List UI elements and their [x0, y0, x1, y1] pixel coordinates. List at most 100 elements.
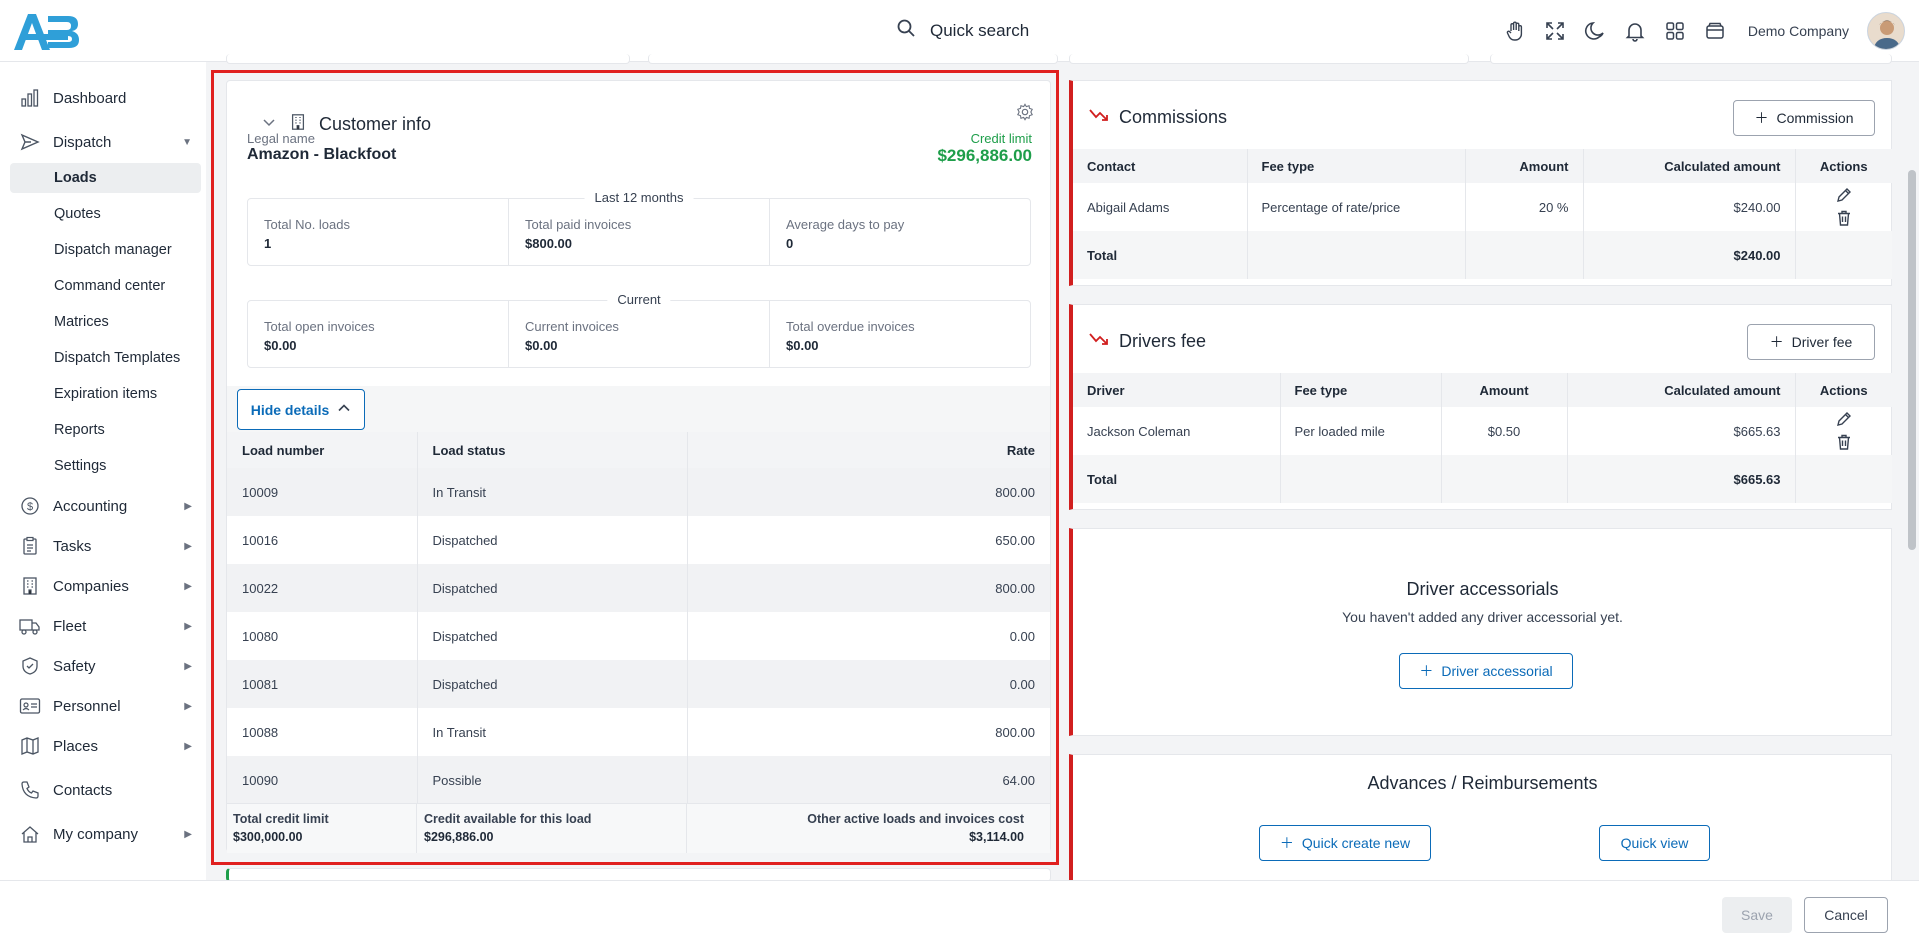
customer-info-title: Customer info [319, 114, 432, 134]
sidebar-item-my-company[interactable]: My company ▶ [10, 819, 202, 849]
cell-load-number[interactable]: 10080 [227, 612, 418, 660]
caret-right-icon: ▶ [184, 660, 192, 672]
wallet-icon[interactable] [1704, 20, 1726, 42]
sidebar-subitem-command-center[interactable]: Command center [54, 278, 166, 294]
sidebar-item-accounting[interactable]: $ Accounting ▶ [10, 491, 202, 521]
cell-load-status: In Transit [417, 468, 688, 516]
total-value: $240.00 [1583, 231, 1796, 279]
pencil-icon[interactable] [1833, 184, 1855, 206]
footer-label: Credit available for this load [424, 812, 592, 826]
sidebar-item-companies[interactable]: Companies ▶ [10, 571, 202, 601]
trash-icon[interactable] [1833, 431, 1855, 453]
cell-load-number[interactable]: 10016 [227, 516, 418, 564]
last-12-months-legend: Last 12 months [584, 190, 694, 205]
col-rate[interactable]: Rate [687, 432, 1050, 468]
total-value: $665.63 [1567, 455, 1796, 503]
stat-label: Total open invoices [264, 319, 375, 334]
table-row[interactable]: 10009 In Transit 800.00 [227, 468, 1050, 516]
table-row[interactable]: 10081 Dispatched 0.00 [227, 660, 1050, 708]
sidebar-item-tasks[interactable]: Tasks ▶ [10, 531, 202, 561]
stat-label: Total paid invoices [525, 217, 632, 232]
sidebar-item-dispatch[interactable]: Dispatch ▼ [10, 127, 202, 157]
stat-value: 1 [264, 236, 272, 251]
sidebar-item-label: Fleet [53, 617, 87, 635]
fullscreen-icon[interactable] [1544, 20, 1566, 42]
hand-icon[interactable] [1504, 20, 1526, 42]
company-name[interactable]: Demo Company [1747, 23, 1849, 39]
sidebar-item-label: Accounting [53, 497, 128, 515]
col-load-status[interactable]: Load status [417, 432, 688, 468]
divider [686, 803, 687, 853]
quick-view-button[interactable]: Quick view [1599, 825, 1710, 861]
table-row: Abigail Adams Percentage of rate/price 2… [1073, 183, 1892, 231]
table-row[interactable]: 10090 Possible 64.00 [227, 756, 1050, 804]
scrollbar[interactable] [1908, 170, 1916, 550]
cell-load-number[interactable]: 10022 [227, 564, 418, 612]
table-row[interactable]: 10022 Dispatched 800.00 [227, 564, 1050, 612]
card-edge [648, 54, 1058, 64]
bar-chart-icon [19, 87, 41, 109]
sidebar-item-label: Dashboard [53, 89, 127, 107]
add-commission-button[interactable]: ＋ Commission [1733, 100, 1875, 136]
add-driver-fee-button[interactable]: ＋ Driver fee [1747, 324, 1875, 360]
save-button[interactable]: Save [1722, 897, 1792, 933]
shield-icon [19, 655, 41, 677]
trash-icon[interactable] [1833, 207, 1855, 229]
cancel-button[interactable]: Cancel [1804, 897, 1888, 933]
sidebar-subitem-reports[interactable]: Reports [54, 422, 105, 438]
cell-calculated-amount: $240.00 [1583, 183, 1796, 231]
caret-right-icon: ▶ [184, 700, 192, 712]
table-row[interactable]: 10016 Dispatched 650.00 [227, 516, 1050, 564]
hide-details-label: Hide details [250, 401, 330, 418]
clipboard-icon [19, 535, 41, 557]
sidebar-item-safety[interactable]: Safety ▶ [10, 651, 202, 681]
other-active-loads-cost: Other active loads and invoices cost $3,… [807, 812, 1024, 844]
chevron-down-icon[interactable] [261, 114, 277, 135]
sidebar-subitem-matrices[interactable]: Matrices [54, 314, 109, 330]
sidebar-item-personnel[interactable]: Personnel ▶ [10, 691, 202, 721]
cell-load-status: In Transit [417, 708, 688, 756]
sidebar-subitem-expiration-items[interactable]: Expiration items [54, 386, 158, 402]
sidebar-subitem-dispatch-manager[interactable]: Dispatch manager [54, 242, 172, 258]
cell-load-number[interactable]: 10088 [227, 708, 418, 756]
apps-grid-icon[interactable] [1664, 20, 1686, 42]
sidebar-item-dashboard[interactable]: Dashboard [10, 83, 202, 113]
hide-details-button[interactable]: Hide details [237, 389, 365, 430]
plus-icon: ＋ [1279, 835, 1294, 851]
sidebar-subitem-dispatch-templates[interactable]: Dispatch Templates [54, 350, 181, 366]
sidebar-subitem-quotes[interactable]: Quotes [54, 206, 101, 222]
moon-icon[interactable] [1584, 20, 1606, 42]
table-row[interactable]: 10080 Dispatched 0.00 [227, 612, 1050, 660]
sidebar-subitem-settings[interactable]: Settings [54, 458, 107, 474]
commissions-panel: Commissions ＋ Commission Contact Fee typ… [1069, 80, 1892, 286]
quick-create-new-button[interactable]: ＋ Quick create new [1259, 825, 1431, 861]
table-row[interactable]: 10088 In Transit 800.00 [227, 708, 1050, 756]
stat-total-overdue-invoices: Total overdue invoices $0.00 [770, 301, 1031, 367]
cell-load-number[interactable]: 10009 [227, 468, 418, 516]
quick-search[interactable]: Quick search [896, 18, 1029, 43]
app-logo[interactable] [12, 10, 80, 52]
plus-icon: ＋ [1769, 334, 1784, 350]
col-actions: Actions [1795, 373, 1892, 407]
sidebar-item-places[interactable]: Places ▶ [10, 731, 202, 761]
sidebar-item-label: Places [53, 737, 99, 755]
cell-rate: 0.00 [1009, 628, 1035, 644]
bell-icon[interactable] [1624, 20, 1646, 42]
cell-fee-type: Percentage of rate/price [1247, 183, 1466, 231]
current-legend: Current [607, 292, 671, 307]
cell-load-number[interactable]: 10090 [227, 756, 418, 804]
sidebar-item-contacts[interactable]: Contacts [10, 775, 202, 805]
col-load-number[interactable]: Load number [227, 432, 418, 468]
total-credit-limit: Total credit limit $300,000.00 [233, 812, 329, 844]
stat-label: Total No. loads [264, 217, 350, 232]
card-edge [1069, 54, 1469, 64]
cell-load-number[interactable]: 10081 [227, 660, 418, 708]
gear-icon[interactable] [1016, 103, 1034, 126]
add-driver-accessorial-button[interactable]: ＋ Driver accessorial [1399, 653, 1573, 689]
cell-load-status: Possible [417, 756, 688, 804]
avatar[interactable] [1867, 12, 1905, 50]
sidebar-subitem-loads[interactable]: Loads [10, 163, 201, 193]
sidebar-item-fleet[interactable]: Fleet ▶ [10, 611, 202, 641]
trend-down-icon [1089, 331, 1109, 352]
pencil-icon[interactable] [1833, 408, 1855, 430]
